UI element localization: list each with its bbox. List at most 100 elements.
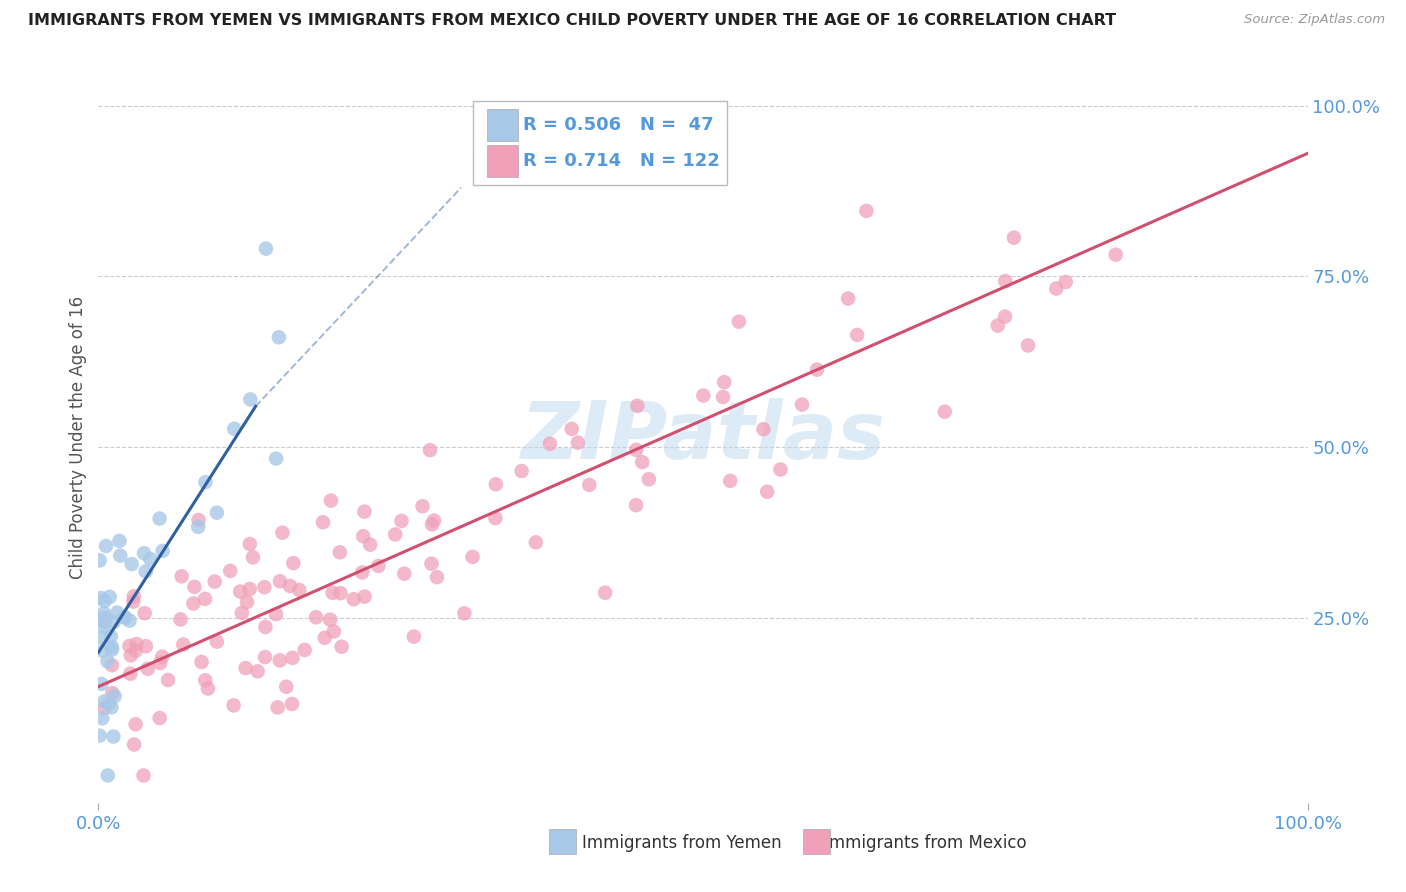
Point [219,564,242,578]
Point [484,511,506,525]
Point [100,629,122,643]
Point [322,624,344,639]
Point [114,610,136,624]
Point [157,673,180,687]
Point [561,422,583,436]
Point [994,310,1017,324]
Point [149,656,172,670]
Text: R = 0.506   N =  47: R = 0.506 N = 47 [523,116,713,134]
Point [353,590,375,604]
Point [269,574,291,589]
Point [136,662,159,676]
Point [624,498,647,512]
Point [101,658,124,673]
Point [756,484,779,499]
Point [264,451,287,466]
Point [411,500,433,514]
Point [718,474,741,488]
Point [934,405,956,419]
Point [578,478,600,492]
Point [91,711,114,725]
Point [222,698,245,713]
Point [121,557,143,571]
Point [224,422,246,436]
Point [101,686,124,700]
Point [152,544,174,558]
Point [994,274,1017,288]
Point [728,315,751,329]
Point [319,613,342,627]
Point [108,533,131,548]
Point [246,665,269,679]
Point [90,677,112,691]
FancyBboxPatch shape [474,101,727,185]
Point [271,525,294,540]
Point [524,535,547,549]
Point [149,711,172,725]
Point [790,398,813,412]
Point [90,631,112,645]
Point [329,545,352,559]
Point [319,493,342,508]
Point [987,318,1010,333]
Point [94,615,117,629]
Point [305,610,328,624]
Point [135,565,157,579]
Point [423,514,446,528]
Point [806,362,828,376]
Point [711,390,734,404]
Point [122,594,145,608]
Point [97,697,120,711]
Point [132,546,155,560]
Point [169,612,191,626]
Point [486,146,509,161]
Point [94,539,117,553]
Point [1054,275,1077,289]
Point [266,700,288,714]
Point [89,612,111,626]
Point [98,590,121,604]
FancyBboxPatch shape [803,830,830,854]
Point [120,648,142,663]
Point [769,462,792,476]
Point [1017,338,1039,352]
Point [352,529,374,543]
Point [104,689,127,703]
Point [239,582,262,596]
Point [236,595,259,609]
Point [170,569,193,583]
Point [134,606,156,620]
Point [194,591,217,606]
Point [855,203,877,218]
Point [1045,281,1067,295]
Point [692,388,714,402]
Point [231,606,253,620]
Point [752,422,775,436]
Point [112,610,135,624]
Point [94,611,117,625]
Y-axis label: Child Poverty Under the Age of 16: Child Poverty Under the Age of 16 [69,295,87,579]
Point [485,477,508,491]
Point [103,615,125,629]
Point [254,242,277,256]
Point [269,653,291,667]
Point [194,475,217,490]
Point [384,527,406,541]
Point [713,375,735,389]
Point [254,650,277,665]
Point [118,614,141,628]
Point [510,464,533,478]
Point [367,558,389,573]
Point [135,639,157,653]
Point [187,520,209,534]
FancyBboxPatch shape [486,109,517,141]
FancyBboxPatch shape [486,145,517,178]
Point [90,591,112,605]
Point [276,680,298,694]
Text: R = 0.714   N = 122: R = 0.714 N = 122 [523,153,720,170]
Point [229,584,252,599]
Point [97,768,120,782]
Text: Immigrants from Yemen: Immigrants from Yemen [582,834,782,852]
Point [239,537,262,551]
Point [101,642,124,657]
